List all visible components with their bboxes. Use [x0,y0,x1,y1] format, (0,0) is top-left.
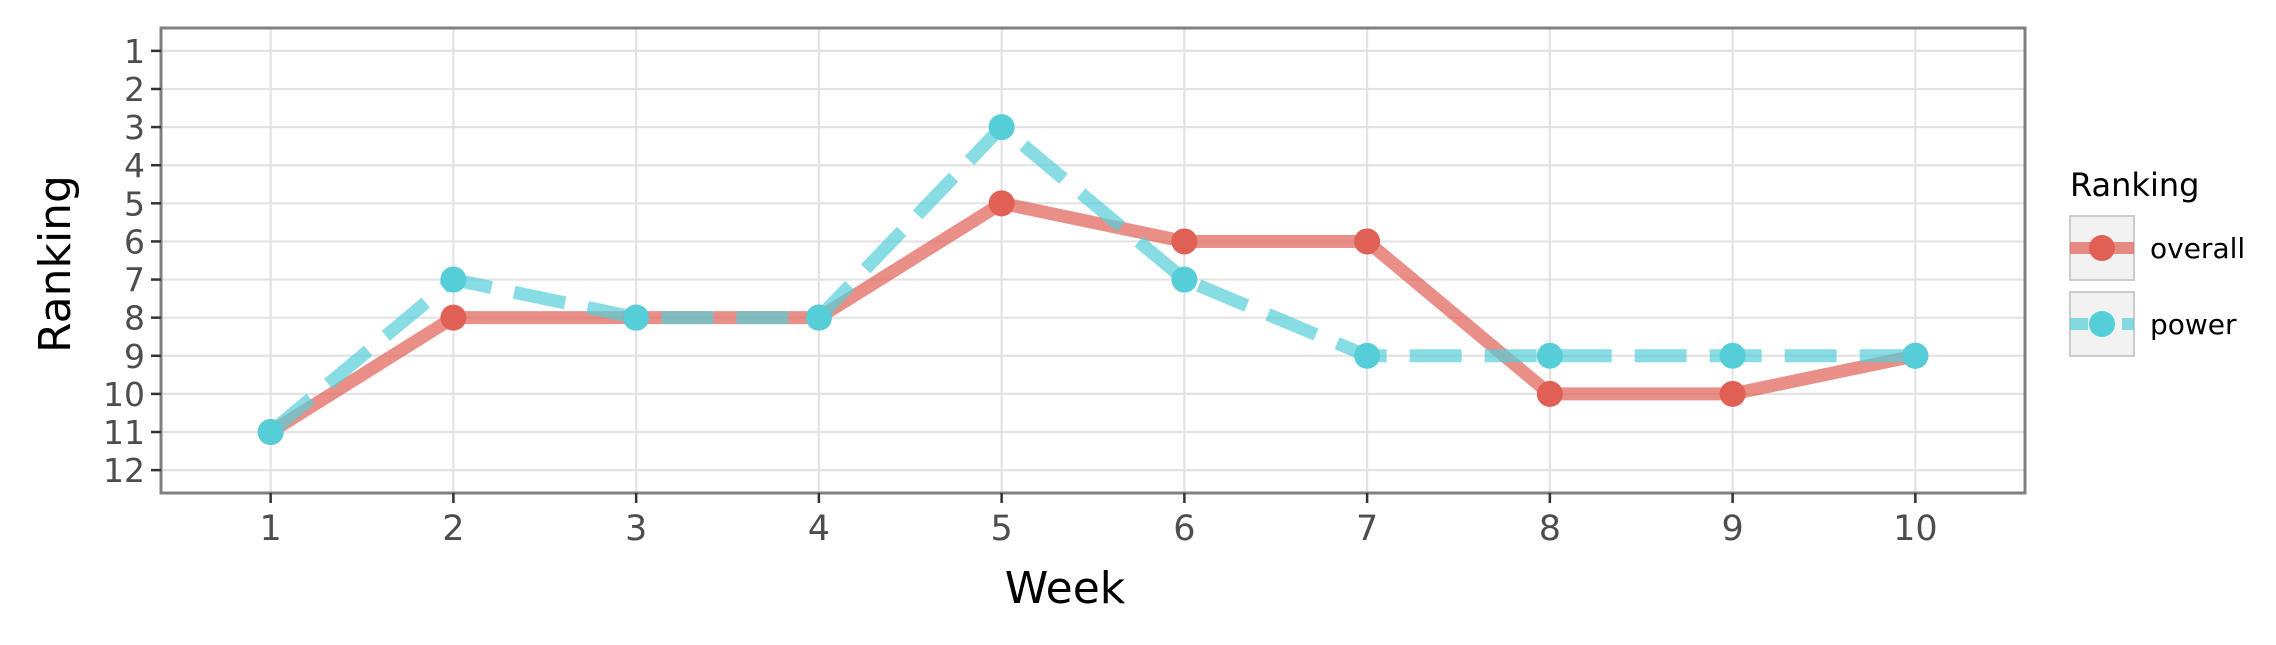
legend: Ranking overall power [2069,166,2245,357]
data-point-power [1354,342,1381,369]
data-point-overall [1354,228,1381,255]
y-tick-label: 11 [103,413,145,452]
y-axis-title: Ranking [30,175,81,353]
x-tick-label: 8 [1539,509,1561,549]
y-tick-label: 7 [124,261,145,300]
legend-key-point [2089,311,2115,337]
legend-item-power: power [2069,291,2237,357]
legend-key-point [2089,235,2115,261]
legend-label: power [2150,308,2237,341]
y-tick-label: 9 [124,337,145,376]
data-point-power [1902,342,1929,369]
series-line-power [266,120,1916,438]
data-point-power [1536,342,1563,369]
series-lines [266,120,1917,438]
y-tick-label: 8 [124,299,145,338]
plot-border [159,26,2027,495]
data-point-overall [988,190,1015,217]
data-point-power [440,266,467,293]
legend-label: overall [2150,232,2245,265]
data-point-power [623,304,650,331]
x-tick-label: 6 [1173,509,1195,549]
x-tick-label: 4 [808,509,830,549]
legend-title: Ranking [2070,166,2199,204]
y-tick-label: 12 [103,451,145,490]
data-point-power [988,114,1015,141]
y-tick-label: 6 [124,222,145,261]
legend-items: overall power [2069,215,2245,357]
y-tick-label: 1 [124,32,145,71]
data-point-power [257,419,284,446]
data-point-power [1719,342,1746,369]
y-tick-label: 10 [103,375,145,414]
x-tick-label: 5 [990,509,1012,549]
y-tick-label: 3 [124,108,145,147]
legend-item-overall: overall [2069,215,2245,281]
x-tick-label: 1 [260,509,282,549]
y-tick-label: 2 [124,70,145,109]
data-point-overall [1719,380,1746,407]
x-tick-label: 9 [1721,509,1743,549]
x-tick-label: 7 [1356,509,1378,549]
series-line-overall [267,196,1917,438]
series-points [257,114,1929,446]
x-tick-label: 2 [442,509,464,549]
data-point-overall [1171,228,1198,255]
x-tick-label: 3 [625,509,647,549]
data-point-power [1171,266,1198,293]
x-tick-label: 10 [1893,509,1938,549]
data-point-power [805,304,832,331]
y-tick-label: 4 [124,146,145,185]
grid [161,28,2025,493]
data-point-overall [1536,380,1563,407]
x-axis-title: Week [1005,563,1126,614]
y-tick-label: 5 [124,184,145,223]
data-point-overall [440,304,467,331]
